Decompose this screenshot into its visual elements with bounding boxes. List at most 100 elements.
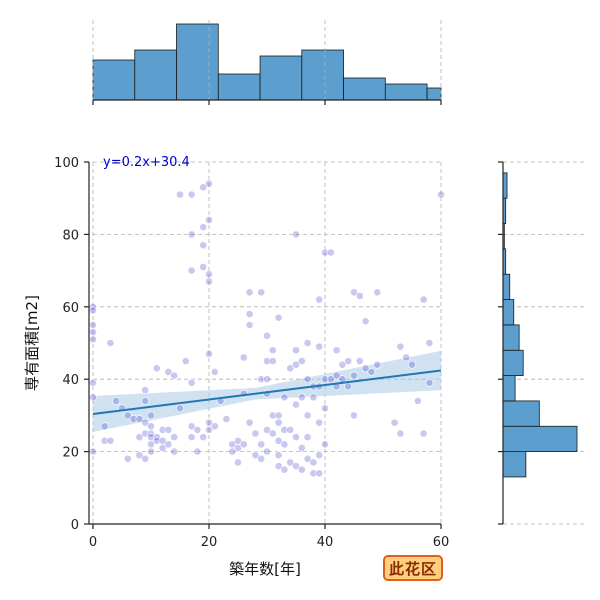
scatter-point	[89, 320, 97, 329]
scatter-point	[280, 425, 289, 434]
y-tick-label: 60	[62, 301, 79, 316]
scatter-point	[158, 425, 167, 434]
scatter-point	[268, 429, 277, 438]
scatter-point	[292, 360, 300, 369]
scatter-point	[350, 371, 358, 380]
scatter-point	[100, 422, 109, 431]
scatter-point	[181, 357, 190, 365]
scatter-point	[205, 179, 213, 188]
scatter-point	[402, 353, 411, 362]
scatter-point	[367, 368, 376, 376]
scatter-point	[315, 342, 324, 351]
scatter-point	[263, 331, 271, 340]
scatter-point	[332, 346, 341, 355]
scatter-point	[89, 447, 97, 456]
scatter-point	[164, 440, 173, 449]
scatter-point	[315, 451, 324, 460]
scatter-point	[274, 451, 283, 460]
scatter-point	[89, 306, 97, 315]
scatter-point	[263, 375, 271, 384]
scatter-point	[390, 418, 399, 427]
scatter-point	[141, 429, 150, 438]
scatter-point	[361, 317, 370, 326]
top-hist-bar	[134, 49, 177, 101]
scatter-point	[303, 454, 312, 463]
right-hist-bar	[502, 375, 516, 402]
scatter-point	[321, 248, 329, 257]
scatter-point	[152, 364, 161, 373]
scatter-point	[361, 364, 370, 373]
scatter-point	[245, 310, 254, 318]
right-hist-bar	[502, 172, 508, 199]
top-hist-bar	[301, 49, 344, 101]
top-hist-bar	[217, 73, 261, 101]
right-hist-bar	[502, 349, 524, 376]
scatter-point	[425, 378, 434, 387]
top-hist-bar	[426, 87, 442, 101]
scatter-point	[245, 320, 254, 329]
y-tick-label: 0	[71, 518, 79, 533]
scatter-point	[123, 411, 132, 420]
scatter-point	[268, 411, 277, 420]
scatter-point	[135, 451, 144, 460]
scatter-point	[158, 444, 167, 452]
scatter-point	[187, 433, 196, 442]
x-tick-label: 60	[433, 535, 450, 550]
scatter-point	[245, 288, 254, 297]
right-hist-bar	[502, 324, 520, 351]
scatter-point	[408, 360, 416, 369]
scatter-point	[234, 444, 242, 452]
scatter-point	[321, 440, 329, 449]
scatter-point	[286, 425, 295, 434]
scatter-point	[199, 223, 208, 232]
scatter-point	[170, 447, 179, 456]
scatter-point	[187, 230, 196, 239]
scatter-point	[309, 458, 318, 467]
scatter-point	[135, 433, 144, 442]
scatter-point	[263, 425, 271, 434]
scatter-point	[205, 349, 213, 358]
scatter-point	[112, 397, 121, 405]
scatter-point	[228, 447, 237, 456]
scatter-point	[292, 346, 300, 355]
x-axis-title: 築年数[年]	[229, 560, 301, 578]
scatter-point	[326, 375, 335, 384]
scatter-point	[350, 411, 358, 420]
scatter-point	[210, 422, 219, 431]
scatter-point	[205, 277, 213, 286]
scatter-point	[303, 411, 312, 420]
scatter-point	[297, 465, 306, 474]
scatter-point	[152, 436, 161, 445]
scatter-point	[268, 346, 277, 355]
scatter-point	[239, 353, 248, 362]
scatter-point	[350, 288, 358, 297]
scatter-point	[147, 447, 155, 456]
scatter-point	[292, 230, 300, 239]
scatter-point	[315, 469, 324, 478]
scatter-point	[303, 339, 312, 347]
scatter-point	[199, 263, 208, 271]
x-tick-label: 0	[89, 535, 97, 550]
scatter-point	[309, 393, 318, 402]
scatter-point	[297, 444, 306, 452]
scatter-point	[280, 440, 289, 449]
scatter-point	[355, 292, 364, 300]
top-hist-bar	[384, 83, 428, 101]
scatter-point	[425, 339, 434, 347]
scatter-points	[89, 179, 445, 478]
scatter-point	[89, 335, 97, 344]
scatter-point	[437, 190, 445, 199]
scatter-point	[309, 469, 318, 478]
scatter-point	[419, 429, 428, 438]
scatter-point	[286, 364, 295, 373]
x-tick-label: 20	[201, 535, 218, 550]
main-gridlines	[92, 161, 442, 525]
scatter-point	[164, 368, 173, 376]
scatter-point	[257, 454, 266, 463]
scatter-point	[373, 360, 382, 369]
scatter-point	[245, 418, 254, 427]
scatter-point	[176, 190, 184, 199]
scatter-point	[280, 465, 289, 474]
scatter-point	[187, 266, 196, 275]
